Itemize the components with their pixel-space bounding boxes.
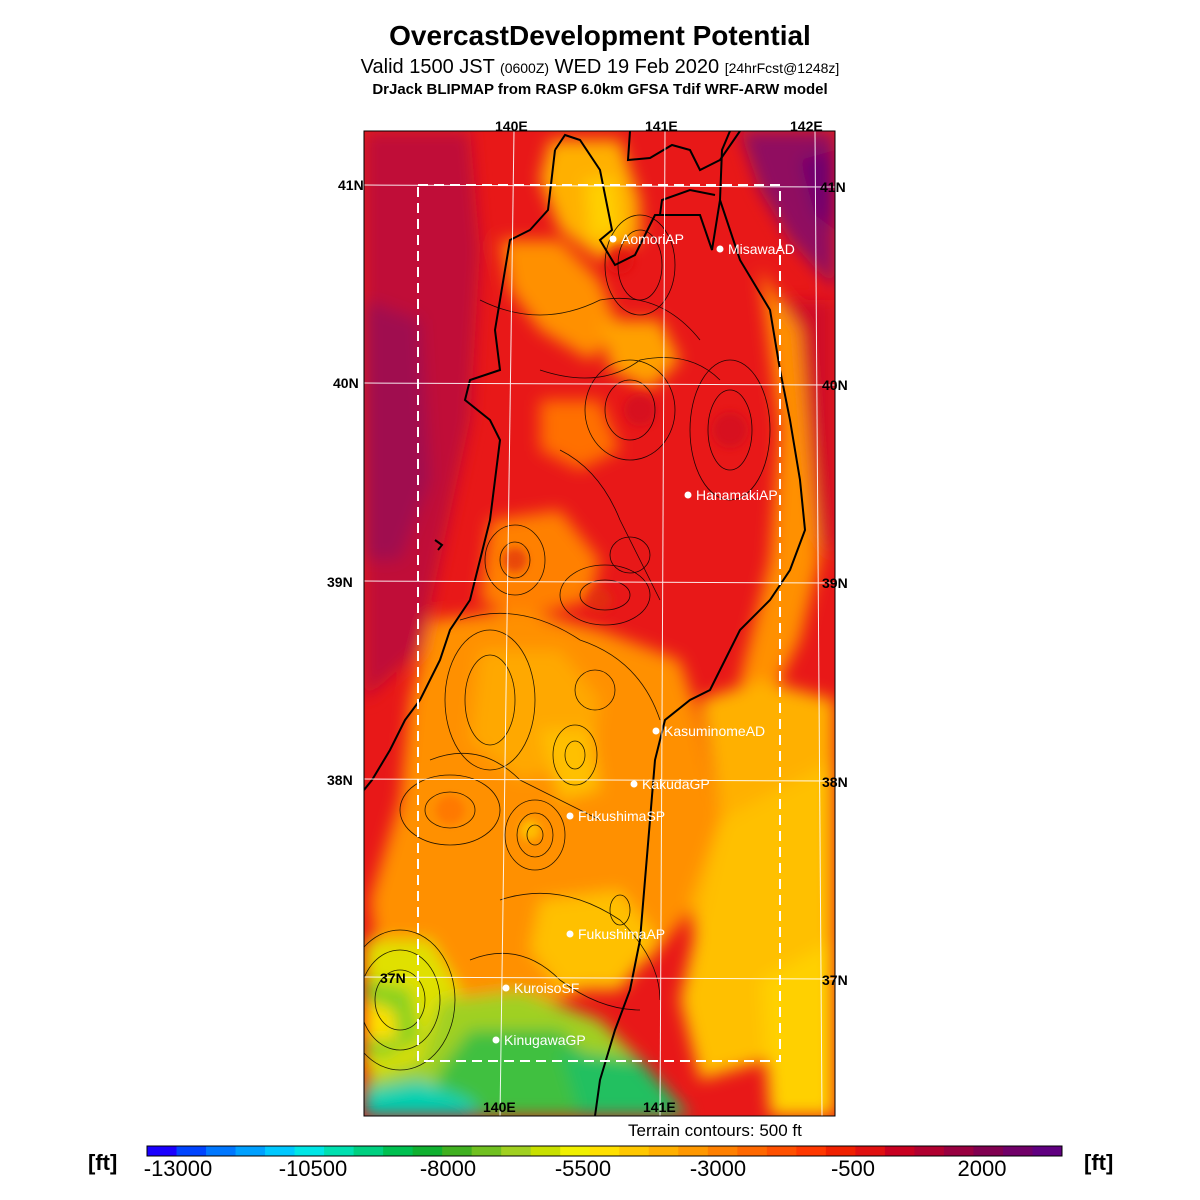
- colorbar-tick-label: -3000: [689, 1156, 747, 1181]
- valid-time-line: Valid 1500 JST (0600Z) WED 19 Feb 2020 […: [0, 56, 1200, 79]
- axis-labels: 140E 141E 142E 140E 141E 41N 40N 39N 38N…: [327, 118, 848, 1115]
- valid-utc: (0600Z): [500, 60, 550, 76]
- lon-top-140: 140E: [495, 118, 528, 134]
- lat-left-38: 38N: [327, 772, 353, 788]
- station-label: FukushimaSP: [578, 808, 665, 824]
- station-kuroiso-sf[interactable]: KuroisoSF: [502, 980, 580, 996]
- color-field: [364, 131, 835, 1116]
- station-kakuda-gp[interactable]: KakudaGP: [630, 776, 710, 792]
- lon-top-141: 141E: [645, 118, 678, 134]
- lat-left-37: 37N: [380, 970, 406, 986]
- station-fukushima-ap[interactable]: FukushimaAP: [566, 926, 666, 942]
- colorbar-tick-label: 2000: [957, 1156, 1007, 1181]
- station-label: HanamakiAP: [696, 487, 778, 503]
- station-kinugawa-gp[interactable]: KinugawaGP: [492, 1032, 586, 1048]
- colorbar-tick-label: -13000: [143, 1156, 213, 1181]
- lat-right-40: 40N: [822, 377, 848, 393]
- station-misawa-ad[interactable]: MisawaAD: [716, 241, 795, 257]
- station-label: KuroisoSF: [514, 980, 579, 996]
- lat-left-41: 41N: [338, 177, 364, 193]
- station-aomori-ap[interactable]: AomoriAP: [609, 231, 685, 247]
- forecast-info: [24hrFcst@1248z]: [724, 60, 840, 76]
- colorbar-tick-label: -8000: [419, 1156, 477, 1181]
- lat-right-41: 41N: [820, 179, 846, 195]
- station-label: KasuminomeAD: [664, 723, 765, 739]
- lon-bottom-141: 141E: [643, 1099, 676, 1115]
- colorbar-unit-right: [ft]: [1084, 1150, 1114, 1175]
- inner-domain-box: [417, 184, 781, 1062]
- valid-prefix: Valid 1500 JST: [360, 56, 495, 78]
- station-fukushima-sp[interactable]: FukushimaSP: [566, 808, 666, 824]
- stations: AomoriAP MisawaAD HanamakiAP KasuminomeA…: [492, 231, 795, 1048]
- chart-title: OvercastDevelopment Potential: [389, 20, 811, 51]
- colorbar-tick-label: -5500: [554, 1156, 612, 1181]
- station-label: MisawaAD: [728, 241, 795, 257]
- colorbar-unit-left: [ft]: [88, 1150, 118, 1175]
- colorbar-tick-label: -500: [830, 1156, 876, 1181]
- station-hanamaki-ap[interactable]: HanamakiAP: [684, 487, 778, 503]
- lat-left-40: 40N: [333, 375, 359, 391]
- model-info: DrJack BLIPMAP from RASP 6.0km GFSA Tdif…: [372, 81, 828, 98]
- colorbar-tick-label: -10500: [278, 1156, 348, 1181]
- terrain-contours-note: Terrain contours: 500 ft: [628, 1121, 802, 1140]
- station-label: KakudaGP: [642, 776, 710, 792]
- valid-date: WED 19 Feb 2020: [554, 56, 720, 78]
- station-label: KinugawaGP: [504, 1032, 586, 1048]
- lon-top-142: 142E: [790, 118, 823, 134]
- lat-right-39: 39N: [822, 575, 848, 591]
- terrain-contours: [364, 214, 771, 1071]
- station-label: FukushimaAP: [578, 926, 665, 942]
- lat-left-39: 39N: [327, 574, 353, 590]
- coastline: [364, 131, 807, 1116]
- lat-right-38: 38N: [822, 774, 848, 790]
- map-frame: [363, 130, 836, 1117]
- station-label: AomoriAP: [621, 231, 684, 247]
- lat-right-37: 37N: [822, 972, 848, 988]
- station-kasuminome-ad[interactable]: KasuminomeAD: [652, 723, 766, 739]
- lon-bottom-140: 140E: [483, 1099, 516, 1115]
